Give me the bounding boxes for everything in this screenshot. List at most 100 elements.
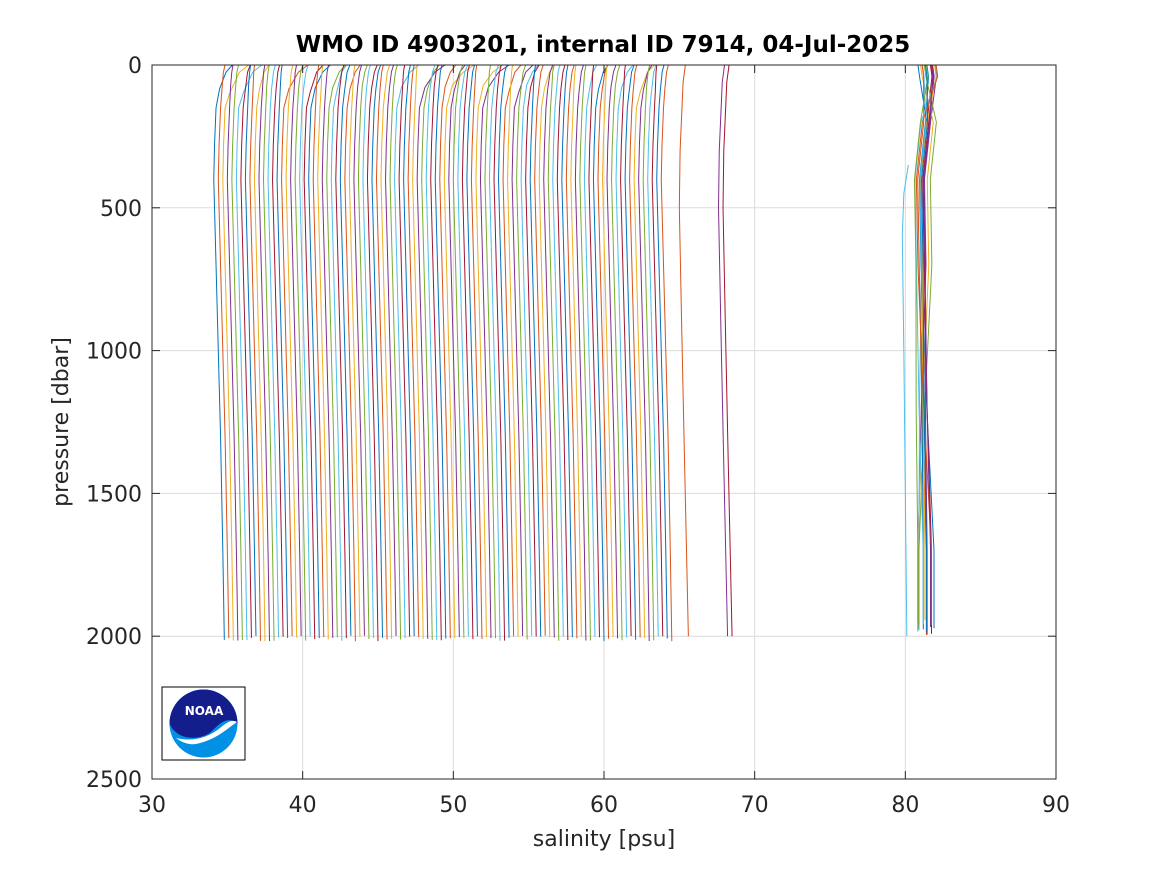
profile-line [457, 64, 469, 637]
profile-line [226, 64, 239, 641]
profile-line [583, 64, 598, 637]
profile-line [385, 64, 397, 636]
profile-line [353, 64, 365, 636]
profile-line [371, 64, 384, 638]
profile-line [281, 64, 309, 636]
profile-line [258, 64, 271, 642]
profile-line [718, 64, 729, 637]
profile-line [303, 64, 324, 640]
profile-line [507, 64, 519, 637]
profile-line [430, 64, 442, 641]
profile-line [330, 64, 347, 641]
profile-line [624, 64, 637, 640]
y-tick-label: 2500 [86, 768, 142, 793]
profile-line [525, 64, 540, 637]
profile-line [620, 64, 632, 637]
profile-line [647, 64, 659, 637]
profile-line [538, 64, 556, 638]
noaa-logo: NOAA [161, 686, 246, 761]
profile-line [452, 64, 465, 638]
profile-line [339, 64, 352, 636]
profile-line [529, 64, 542, 637]
profile-line [290, 64, 302, 637]
profile-line [678, 64, 689, 637]
profile-line [276, 64, 289, 638]
profile-line [222, 64, 250, 641]
logo-gull [176, 720, 237, 745]
x-tick-label: 50 [439, 793, 467, 818]
profile-line [403, 64, 415, 637]
profile-line [547, 64, 560, 641]
profile-line [348, 64, 361, 637]
profile-line [308, 64, 331, 639]
profile-line [466, 64, 478, 637]
profile-line [294, 64, 307, 641]
profile-line [588, 64, 600, 638]
profile-line [565, 64, 578, 639]
y-tick-label: 2000 [86, 625, 142, 650]
profile-line [357, 64, 370, 640]
profile-line [326, 64, 346, 638]
profile-line [918, 64, 927, 631]
profile-line [412, 64, 424, 639]
profile-line [470, 64, 483, 640]
profile-line [606, 64, 619, 639]
profile-line [434, 64, 447, 639]
profile-line [918, 64, 937, 626]
profile-line [262, 64, 275, 641]
profile-line [642, 64, 655, 641]
profile-line [285, 64, 298, 638]
profile-line [421, 64, 440, 640]
profile-line [629, 64, 641, 638]
profile-line [633, 64, 655, 638]
profile-line [253, 64, 270, 642]
y-tick-label: 1000 [86, 340, 142, 365]
logo-text: NOAA [185, 704, 224, 718]
y-axis-label: pressure [dbar] [49, 337, 74, 507]
profile-line [615, 64, 634, 638]
profile-line [479, 64, 510, 638]
profile-line [235, 64, 263, 641]
profile-line [498, 64, 510, 638]
profile-line [244, 64, 257, 636]
plot-area [213, 64, 939, 642]
chart-title: WMO ID 4903201, internal ID 7914, 04-Jul… [296, 32, 911, 58]
profile-line [240, 64, 252, 638]
profile-line [921, 64, 929, 632]
profile-line [217, 64, 230, 639]
x-axis-label: salinity [psu] [533, 827, 675, 852]
profile-line [249, 64, 261, 641]
profile-line [922, 64, 934, 627]
profile-line [231, 64, 243, 640]
profile-line [484, 64, 497, 639]
profile-line [380, 64, 393, 639]
profile-line [601, 64, 614, 637]
y-tick-label: 500 [100, 197, 142, 222]
profile-line [362, 64, 374, 639]
profile-line [656, 64, 668, 639]
profile-line [660, 64, 673, 642]
y-tick-label: 0 [128, 54, 142, 79]
profile-line [597, 64, 610, 639]
profile-line [416, 64, 446, 639]
profile-line [475, 64, 503, 638]
profile-line [321, 64, 334, 638]
profile-line [722, 64, 733, 637]
profile-line [511, 64, 534, 636]
profile-line [267, 64, 280, 638]
profile-line [425, 64, 438, 640]
profile-line [543, 64, 555, 638]
profile-line [394, 64, 420, 639]
logo-top [169, 689, 238, 738]
profile-line [448, 64, 466, 638]
profile-line [335, 64, 347, 639]
x-tick-label: 90 [1042, 793, 1070, 818]
profile-line [493, 64, 506, 641]
profile-line [439, 64, 457, 639]
profile-line [389, 64, 402, 640]
x-tick-label: 40 [289, 793, 317, 818]
profile-line [461, 64, 474, 640]
profile-line [570, 64, 582, 637]
profile-line [488, 64, 501, 641]
